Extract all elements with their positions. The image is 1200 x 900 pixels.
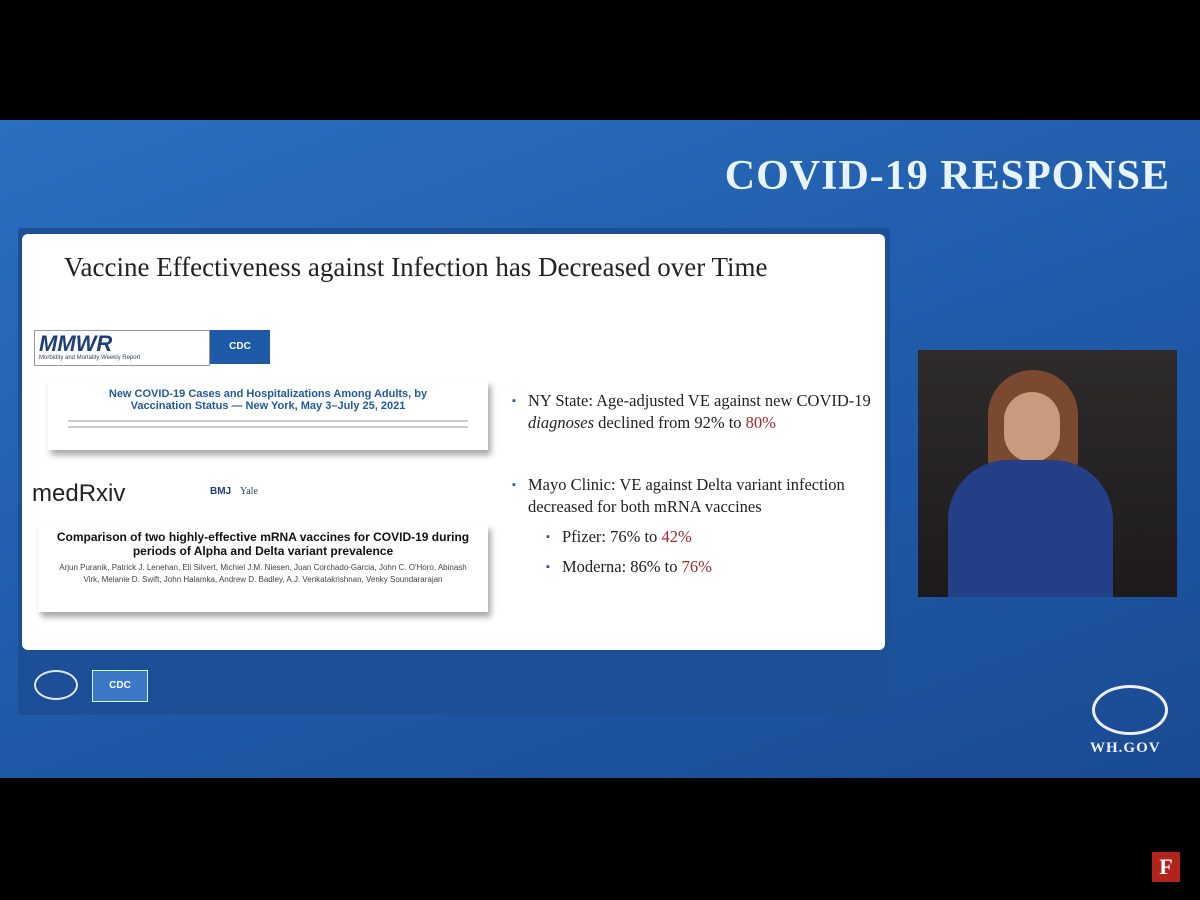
bullet-text: 42% [661,527,692,546]
medrxiv-article-title: Comparison of two highly-effective mRNA … [56,530,470,558]
cdc-footer-badge: CDC [92,670,148,702]
bullet-text: Mayo Clinic: VE against Delta variant in… [528,475,845,516]
bullet-text: diagnoses [528,413,594,432]
bullet-marker: ▪ [512,395,516,407]
mmwr-logo-box: MMWR Morbidity and Mortality Weekly Repo… [34,330,210,366]
broadcast: COVID-19 RESPONSE Vaccine Effectiveness … [0,120,1200,778]
bullet: ▪ Mayo Clinic: VE against Delta variant i… [512,474,872,518]
mmwr-article-title: New COVID-19 Cases and Hospitalizations … [108,388,428,412]
author-line [68,426,468,428]
bullet-text: declined from 92% to [594,413,746,432]
bullet-marker: ▪ [546,531,550,543]
mmwr-card: New COVID-19 Cases and Hospitalizations … [48,380,488,450]
bullet-text: Pfizer: 76% to [562,527,662,546]
interpreter-face [1004,392,1060,462]
partner-logo: Yale [240,486,258,497]
slide-panel: Vaccine Effectiveness against Infection … [22,234,885,650]
partner-logo: BMJ [210,486,232,497]
white-house-seal [34,670,78,700]
bullet-text: 76% [681,557,712,576]
bullet-text: 80% [745,413,776,432]
bullet-text: NY State: Age-adjusted VE against new CO… [528,391,871,410]
slide-title: Vaccine Effectiveness against Infection … [64,252,768,282]
mmwr-logo: MMWR [39,331,113,356]
mmwr-subtitle: Morbidity and Mortality Weekly Report [39,355,141,361]
bullet: ▪ NY State: Age-adjusted VE against new C… [512,390,872,434]
interpreter-video [918,350,1177,597]
bullet-marker: ▪ [512,479,516,491]
author-line [68,420,468,422]
bullet: ▪ Pfizer: 76% to 42% [512,526,872,548]
wh-gov: WH.GOV [1090,740,1161,756]
medrxiv-logo: medRxiv [32,480,126,507]
header-title: COVID-19 RESPONSE [724,153,1170,199]
bullet: ▪ Moderna: 86% to 76% [512,556,872,578]
slide: Vaccine Effectiveness against Infection … [18,228,890,715]
medrxiv-authors: Arjun Puranik, Patrick J. Lenehan, Eli S… [59,563,467,584]
wh-seal [1092,685,1168,735]
bullet-text: Moderna: 86% to [562,557,682,576]
cdc-badge: CDC [210,330,270,364]
brand-logo: F [1152,852,1180,882]
medrxiv-card: Comparison of two highly-effective mRNA … [38,524,488,612]
bullet-list: ▪ NY State: Age-adjusted VE against new C… [512,390,872,578]
bullet-marker: ▪ [546,561,550,573]
interpreter-body [948,460,1113,597]
